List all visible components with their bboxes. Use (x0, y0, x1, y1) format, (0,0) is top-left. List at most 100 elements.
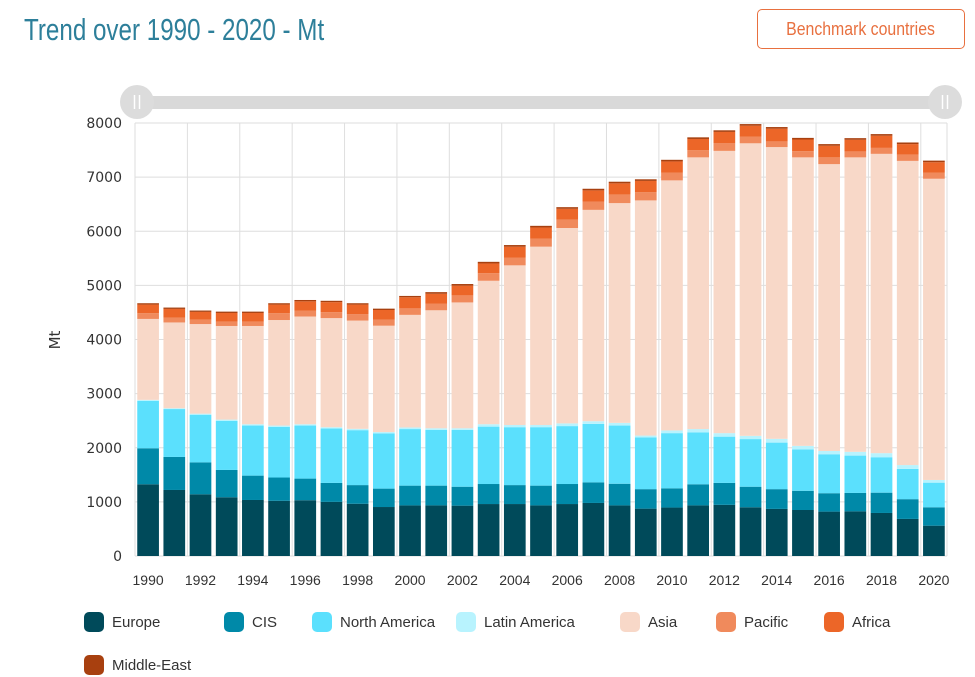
bar-middle-east-2012[interactable] (713, 130, 736, 132)
bar-stack-2008[interactable] (608, 181, 631, 556)
bar-middle-east-2003[interactable] (477, 261, 500, 264)
bar-cis-1998[interactable] (346, 485, 369, 504)
bar-latin-america-1996[interactable] (294, 424, 317, 426)
bar-europe-2004[interactable] (503, 504, 526, 556)
bar-middle-east-1997[interactable] (320, 300, 343, 303)
bar-pacific-2016[interactable] (818, 157, 840, 165)
bar-stack-2006[interactable] (556, 207, 579, 556)
slider-handle-start[interactable] (120, 85, 154, 119)
bar-europe-1992[interactable] (189, 494, 212, 556)
bar-middle-east-2011[interactable] (687, 137, 710, 139)
bar-latin-america-2000[interactable] (399, 427, 421, 430)
bar-stack-2019[interactable] (896, 142, 919, 556)
legend-item-pacific[interactable]: Pacific (716, 612, 788, 632)
bar-europe-2020[interactable] (923, 525, 945, 556)
bar-europe-2012[interactable] (713, 504, 736, 556)
bar-africa-2005[interactable] (530, 227, 552, 239)
bar-europe-2009[interactable] (634, 508, 657, 556)
bar-europe-1990[interactable] (137, 484, 159, 556)
bar-africa-2010[interactable] (661, 161, 683, 173)
bar-latin-america-1998[interactable] (346, 428, 369, 431)
bar-latin-america-2004[interactable] (503, 425, 526, 428)
bar-europe-1997[interactable] (320, 501, 343, 556)
bar-pacific-1990[interactable] (137, 313, 159, 319)
legend-item-asia[interactable]: Asia (620, 612, 677, 632)
bar-africa-2017[interactable] (844, 139, 867, 152)
bar-north-america-2007[interactable] (582, 423, 605, 483)
bar-cis-2001[interactable] (425, 485, 448, 506)
bar-africa-2008[interactable] (608, 183, 631, 195)
bar-middle-east-2004[interactable] (503, 245, 526, 247)
bar-north-america-1995[interactable] (268, 426, 290, 478)
bar-cis-1996[interactable] (294, 478, 317, 501)
legend-item-middle-east[interactable]: Middle-East (84, 655, 191, 675)
bar-stack-2010[interactable] (661, 159, 683, 556)
bar-north-america-1990[interactable] (137, 400, 159, 449)
bar-latin-america-2019[interactable] (896, 465, 919, 469)
bar-asia-2011[interactable] (687, 157, 710, 430)
bar-pacific-2006[interactable] (556, 219, 579, 229)
bar-middle-east-2001[interactable] (425, 292, 448, 294)
bar-stack-1990[interactable] (137, 303, 159, 556)
legend-item-africa[interactable]: Africa (824, 612, 890, 632)
bar-middle-east-2000[interactable] (399, 295, 421, 298)
bar-europe-2001[interactable] (425, 505, 448, 556)
bar-middle-east-2008[interactable] (608, 181, 631, 184)
bar-africa-2018[interactable] (870, 135, 893, 148)
bar-cis-2013[interactable] (739, 486, 762, 508)
bar-stack-1997[interactable] (320, 300, 343, 556)
bar-europe-1999[interactable] (372, 507, 395, 556)
bar-middle-east-2007[interactable] (582, 188, 605, 191)
bar-latin-america-2018[interactable] (870, 453, 893, 458)
slider-track[interactable] (137, 96, 945, 109)
bar-asia-2008[interactable] (608, 203, 631, 423)
bar-pacific-1998[interactable] (346, 314, 369, 321)
bar-pacific-1992[interactable] (189, 319, 212, 325)
bar-north-america-2015[interactable] (792, 449, 814, 491)
bar-north-america-2018[interactable] (870, 457, 893, 493)
bar-africa-1992[interactable] (189, 311, 212, 320)
bar-middle-east-2018[interactable] (870, 134, 893, 136)
bar-latin-america-1992[interactable] (189, 413, 212, 415)
bar-pacific-2012[interactable] (713, 143, 736, 151)
bar-north-america-2016[interactable] (818, 454, 840, 494)
bar-latin-america-2017[interactable] (844, 451, 867, 456)
bar-north-america-1996[interactable] (294, 425, 317, 479)
bar-africa-2000[interactable] (399, 297, 421, 309)
bar-cis-1999[interactable] (372, 488, 395, 508)
bar-pacific-2018[interactable] (870, 147, 893, 154)
bar-north-america-2004[interactable] (503, 427, 526, 486)
bar-middle-east-2010[interactable] (661, 159, 683, 162)
bar-asia-2001[interactable] (425, 310, 448, 429)
bar-africa-1999[interactable] (372, 310, 395, 320)
bar-latin-america-2011[interactable] (687, 429, 710, 433)
bar-stack-2004[interactable] (503, 245, 526, 556)
bar-stack-2001[interactable] (425, 292, 448, 556)
bar-asia-2000[interactable] (399, 314, 421, 428)
bar-africa-1998[interactable] (346, 304, 369, 315)
bar-latin-america-1993[interactable] (215, 419, 238, 421)
bar-north-america-2005[interactable] (530, 427, 552, 486)
bar-middle-east-2006[interactable] (556, 207, 579, 209)
bar-cis-1990[interactable] (137, 448, 159, 485)
bar-middle-east-2002[interactable] (451, 284, 474, 286)
bar-asia-2015[interactable] (792, 157, 814, 446)
bar-asia-2010[interactable] (661, 180, 683, 431)
bar-stack-1994[interactable] (242, 311, 264, 556)
legend-item-europe[interactable]: Europe (84, 612, 160, 632)
bar-africa-2014[interactable] (765, 128, 788, 142)
bar-asia-1998[interactable] (346, 320, 369, 429)
bar-north-america-2012[interactable] (713, 436, 736, 483)
bar-stack-1995[interactable] (268, 303, 290, 556)
bar-north-america-2011[interactable] (687, 432, 710, 485)
bar-middle-east-1994[interactable] (242, 311, 264, 313)
bar-latin-america-1991[interactable] (163, 408, 186, 410)
bar-europe-1993[interactable] (215, 497, 238, 556)
bar-europe-1996[interactable] (294, 500, 317, 556)
bar-africa-2019[interactable] (896, 144, 919, 155)
bar-asia-1995[interactable] (268, 320, 290, 426)
bar-asia-2016[interactable] (818, 164, 840, 451)
bar-cis-2010[interactable] (661, 488, 683, 508)
bar-middle-east-2017[interactable] (844, 138, 867, 140)
bar-stack-1991[interactable] (163, 307, 186, 556)
